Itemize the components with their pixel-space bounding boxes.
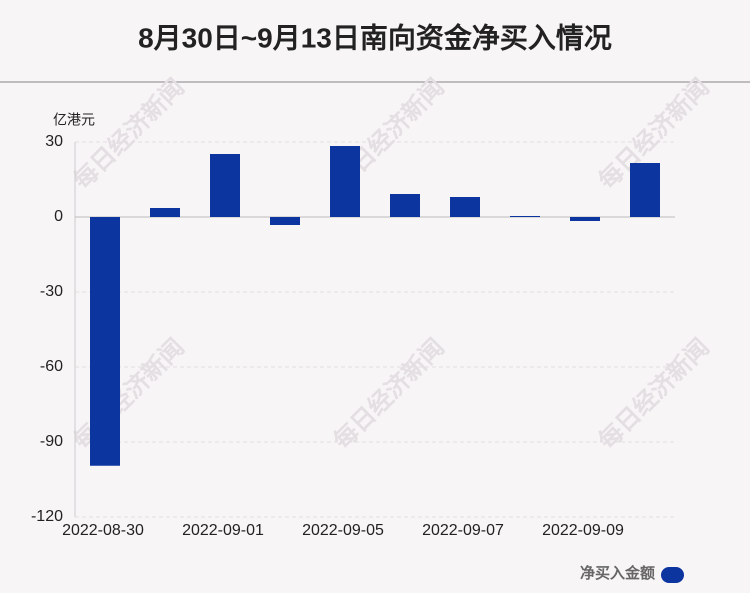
y-axis-label: 亿港元 [53,112,95,128]
bar [210,154,240,217]
bar [270,217,300,225]
legend-label: 净买入金额 [580,564,655,582]
watermark: 每日经济新闻 [67,332,189,454]
bar [330,146,360,217]
bar [570,217,600,221]
x-tick-label: 2022-09-07 [422,522,504,539]
x-tick-label: 2022-08-30 [62,522,144,539]
y-tick-label: -60 [40,358,63,375]
watermark: 每日经济新闻 [67,72,189,194]
watermark: 每日经济新闻 [327,332,449,454]
y-tick-label: -120 [31,508,63,525]
x-tick-label: 2022-09-09 [542,522,624,539]
x-tick-label: 2022-09-01 [182,522,264,539]
y-tick-label: 30 [45,133,63,150]
watermark: 每日经济新闻 [592,332,714,454]
y-tick-label: -30 [40,283,63,300]
y-tick-label: -90 [40,433,63,450]
x-tick-label: 2022-09-05 [302,522,384,539]
legend-swatch [661,567,684,583]
bar [90,217,120,466]
bar [390,194,420,217]
bar [150,208,180,217]
bar [630,163,660,217]
y-tick-label: 0 [54,208,63,225]
chart-title: 8月30日~9月13日南向资金净买入情况 [138,21,612,53]
bar [510,216,540,217]
bar [450,197,480,217]
